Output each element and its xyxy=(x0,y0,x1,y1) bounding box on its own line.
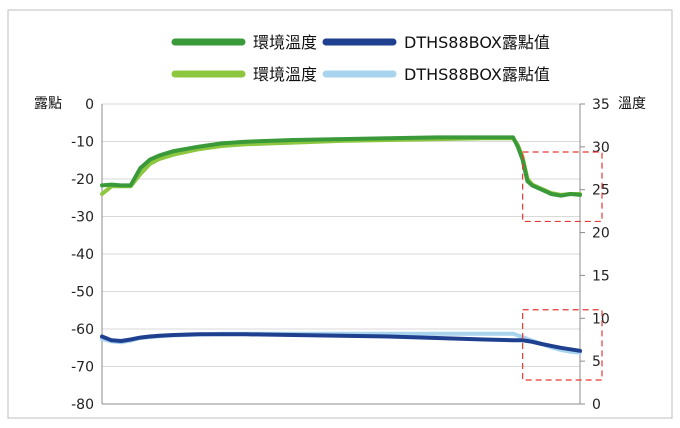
legend-label-ambient-temperature-1: 環境溫度 xyxy=(253,33,317,52)
right-tick-label: 15 xyxy=(592,268,610,284)
right-tick-label: 30 xyxy=(592,140,610,156)
legend-item-dewpoint-1: DTHS88BOX露點值 xyxy=(322,33,550,52)
left-tick-label: 0 xyxy=(85,97,94,113)
right-tick-label: 20 xyxy=(592,226,610,242)
series-line-1 xyxy=(100,332,582,353)
left-tick-label: -50 xyxy=(71,285,94,301)
legend: 環境溫度 DTHS88BOX露點值 環境溫度 DTHS88BOX露點值 xyxy=(171,33,550,84)
left-tick-label: -20 xyxy=(71,172,94,188)
left-tick-label: -40 xyxy=(71,247,94,263)
right-tick-label: 10 xyxy=(592,311,610,327)
legend-label-dewpoint-2: DTHS88BOX露點值 xyxy=(404,65,550,84)
left-tick-label: -80 xyxy=(71,397,94,413)
series-line-0 xyxy=(100,135,582,198)
right-tick-label: 5 xyxy=(592,354,601,370)
tick-label-layer: 0 -10 -20 -30 -40 -50 -60 -70 -80 35 30 25 20 15 10 5 0 xyxy=(71,97,610,413)
legend-label-ambient-temperature-2: 環境溫度 xyxy=(253,65,317,84)
right-axis-title: 溫度 xyxy=(618,96,646,112)
highlight-layer xyxy=(522,151,603,381)
legend-item-ambient-temperature-2: 環境溫度 xyxy=(171,65,317,84)
right-tick-label: 0 xyxy=(592,397,601,413)
highlight-box-0 xyxy=(522,151,603,223)
legend-item-ambient-temperature-1: 環境溫度 xyxy=(171,33,317,52)
right-tick-label: 35 xyxy=(592,97,610,113)
series-layer xyxy=(100,135,582,355)
left-tick-label: -30 xyxy=(71,210,94,226)
legend-label-dewpoint-1: DTHS88BOX露點值 xyxy=(404,33,550,52)
left-axis-title: 露點 xyxy=(34,96,62,112)
left-tick-label: -60 xyxy=(71,322,94,338)
left-tick-label: -70 xyxy=(71,360,94,376)
legend-item-dewpoint-2: DTHS88BOX露點值 xyxy=(322,65,550,84)
highlight-box-1 xyxy=(522,309,603,381)
right-tick-label: 25 xyxy=(592,183,610,199)
left-tick-label: -10 xyxy=(71,135,94,151)
